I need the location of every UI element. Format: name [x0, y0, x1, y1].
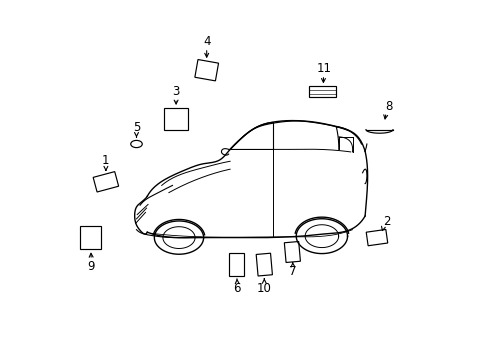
Bar: [284, 242, 300, 262]
Text: 10: 10: [256, 282, 271, 294]
Text: 7: 7: [289, 265, 296, 278]
Bar: [163, 108, 188, 130]
Text: 3: 3: [172, 85, 180, 98]
Bar: [366, 229, 387, 246]
Text: 1: 1: [102, 154, 109, 167]
Text: 4: 4: [203, 35, 210, 48]
Bar: [228, 253, 244, 276]
Text: 5: 5: [133, 121, 140, 134]
Text: 2: 2: [382, 215, 389, 228]
Bar: [194, 59, 218, 81]
Bar: [256, 253, 272, 276]
Bar: [93, 172, 119, 192]
Bar: [309, 86, 336, 97]
Bar: [80, 226, 101, 249]
Text: 6: 6: [233, 282, 241, 294]
Text: 11: 11: [316, 62, 330, 75]
Text: 9: 9: [87, 260, 95, 273]
Text: 8: 8: [384, 100, 391, 113]
